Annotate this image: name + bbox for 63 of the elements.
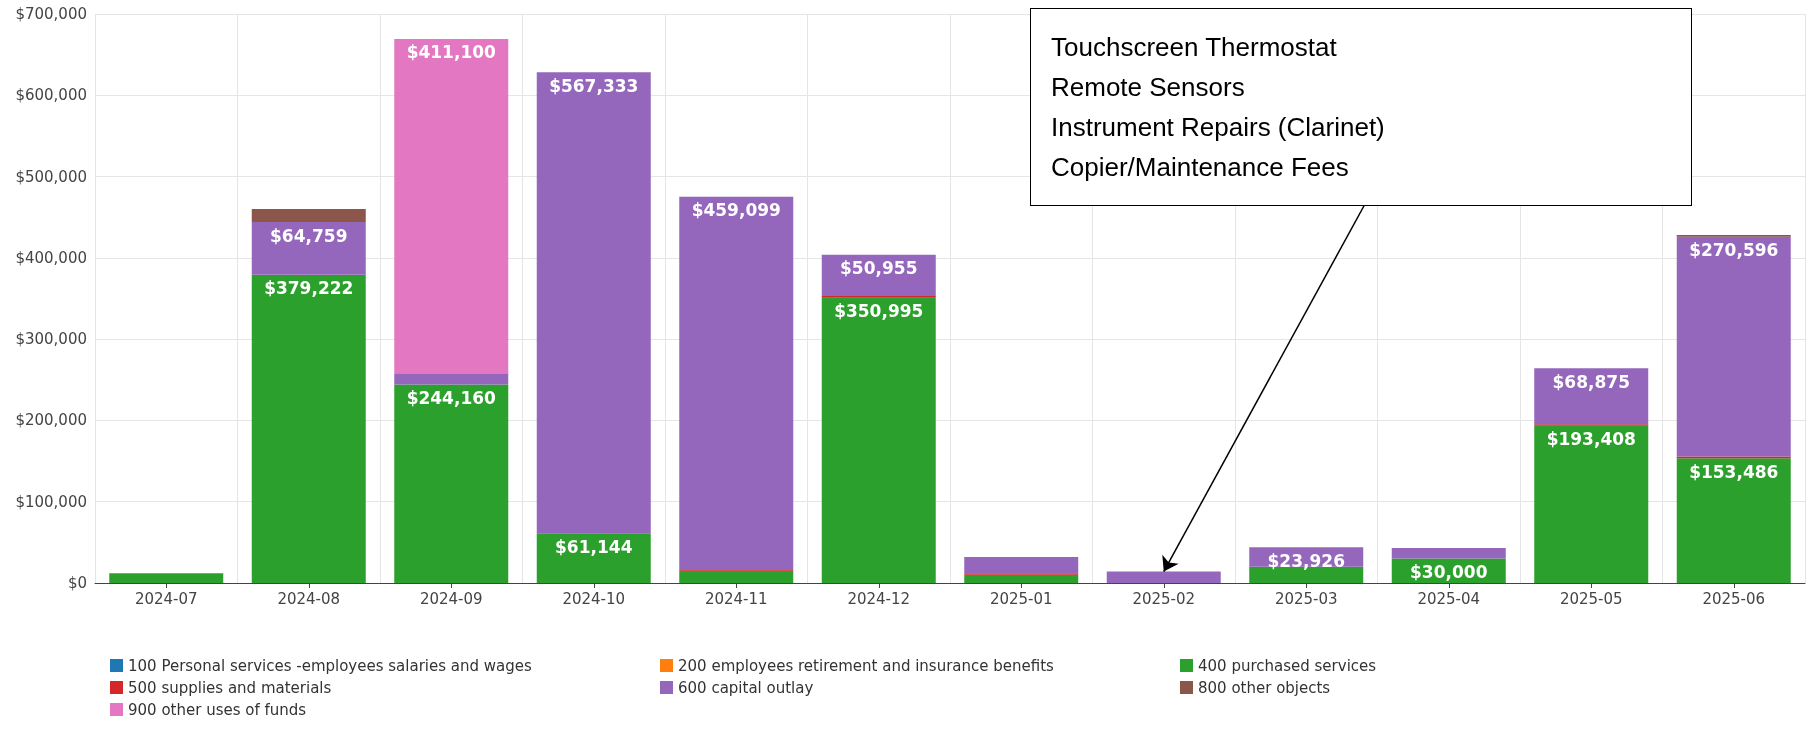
- y-tick-label: $300,000: [15, 330, 87, 349]
- data-label: $411,100: [406, 42, 497, 63]
- x-tick-label: 2024-11: [704, 589, 768, 608]
- bar: [821, 297, 936, 583]
- data-label: $68,875: [1552, 371, 1630, 392]
- legend-label: 500 supplies and materials: [128, 678, 332, 697]
- data-label: $23,926: [1267, 550, 1345, 571]
- legend-label: 200 employees retirement and insurance benefits: [678, 656, 1055, 675]
- data-label: $244,160: [406, 388, 497, 409]
- bar: [1534, 425, 1649, 583]
- bar: [1676, 236, 1791, 457]
- y-tick-label: $400,000: [15, 248, 87, 267]
- legend-label: 600 capital outlay: [678, 678, 814, 697]
- bar: [679, 570, 794, 583]
- bar: [1391, 548, 1506, 559]
- data-label: $379,222: [264, 278, 354, 299]
- y-tick-label: $100,000: [15, 492, 87, 511]
- legend-label: 100 Personal services -employees salaries and wages: [128, 656, 532, 675]
- data-label: $193,408: [1546, 429, 1636, 450]
- x-tick-label: 2024-08: [277, 589, 341, 608]
- y-tick-label: $700,000: [15, 5, 87, 23]
- bar: [394, 384, 509, 583]
- data-label: $350,995: [834, 301, 924, 322]
- x-tick-label: 2024-09: [419, 589, 483, 608]
- bar: [394, 38, 509, 374]
- bar: [251, 274, 366, 583]
- data-label: $64,759: [270, 225, 348, 246]
- x-tick-label: 2024-10: [562, 589, 626, 608]
- legend-label: 400 purchased services: [1198, 656, 1377, 675]
- y-tick-label: $500,000: [15, 167, 87, 186]
- data-label: $270,596: [1689, 240, 1779, 261]
- bar: [536, 533, 651, 583]
- x-tick-label: 2025-04: [1417, 589, 1481, 608]
- x-tick-label: 2025-01: [989, 589, 1053, 608]
- data-label: $567,333: [549, 75, 639, 96]
- x-tick-label: 2024-12: [847, 589, 911, 608]
- bar: [964, 574, 1079, 583]
- y-tick-label: $0: [67, 574, 87, 592]
- bar: [536, 72, 651, 534]
- x-tick-label: 2025-03: [1274, 589, 1338, 608]
- data-label: $50,955: [840, 258, 918, 279]
- bar: [251, 209, 366, 223]
- bar: [679, 196, 794, 570]
- bar: [964, 556, 1079, 574]
- bar: [1106, 571, 1221, 583]
- bar: [394, 373, 509, 385]
- legend-label: 800 other objects: [1198, 678, 1331, 697]
- x-tick-label: 2024-07: [134, 589, 198, 608]
- bar: [251, 222, 366, 275]
- x-tick-label: 2025-02: [1132, 589, 1196, 608]
- bar: [1534, 368, 1649, 425]
- legend-label: 900 other uses of funds: [128, 700, 307, 719]
- data-label: $61,144: [555, 536, 633, 557]
- data-label: $30,000: [1410, 562, 1488, 583]
- bar: [109, 573, 224, 583]
- data-label: $153,486: [1689, 461, 1779, 482]
- bar: [1676, 458, 1791, 583]
- x-tick-label: 2025-05: [1559, 589, 1623, 608]
- note-box: Touchscreen Thermostat Remote Sensors Instrument Repairs (Clarinet) Copier/Maintenance Fees: [1030, 8, 1692, 206]
- data-label: $459,099: [691, 200, 781, 221]
- y-tick-label: $200,000: [15, 411, 87, 430]
- x-tick-label: 2025-06: [1702, 589, 1766, 608]
- y-tick-label: $600,000: [15, 86, 87, 105]
